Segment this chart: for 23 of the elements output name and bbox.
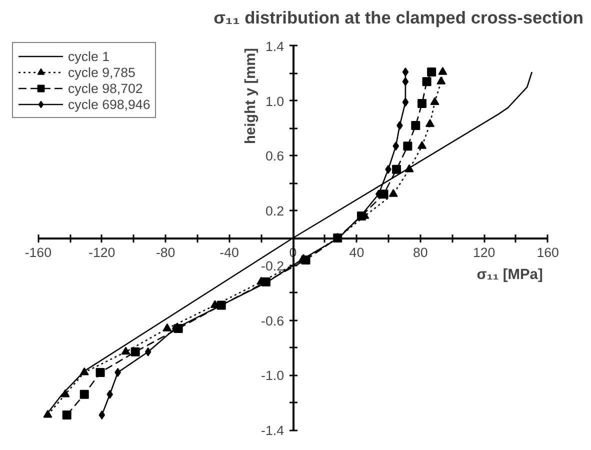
x-tick-label: -80 [156, 245, 176, 260]
x-tick-label: 40 [349, 245, 364, 260]
x-axis-title: σ₁₁ [MPa] [476, 267, 543, 283]
legend-label: cycle 698,946 [68, 96, 150, 112]
y-tick-label: -0.6 [261, 313, 284, 328]
legend-label: cycle 98,702 [68, 80, 143, 96]
y-tick-label: -1.0 [261, 368, 284, 384]
y-tick-label: 0.2 [265, 204, 284, 219]
x-tick-label: -120 [88, 245, 116, 260]
y-tick-label: -0.2 [261, 258, 284, 274]
y-tick-label: 0.6 [265, 148, 284, 164]
legend-label: cycle 1 [68, 48, 110, 64]
x-tick-label: 160 [536, 245, 559, 260]
x-tick-label: -40 [220, 245, 239, 260]
x-tick-label: 120 [473, 245, 496, 260]
x-tick-label: -160 [24, 245, 52, 260]
legend-label: cycle 9,785 [68, 64, 136, 80]
chart-title: σ₁₁ distribution at the clamped cross-section [214, 8, 584, 28]
y-tick-label: 1.4 [265, 38, 285, 54]
y-tick-label: 1.0 [265, 94, 284, 109]
x-tick-label: 80 [413, 245, 428, 260]
y-tick-label: -1.4 [261, 423, 285, 438]
y-axis-title: height y [mm] [243, 48, 259, 144]
